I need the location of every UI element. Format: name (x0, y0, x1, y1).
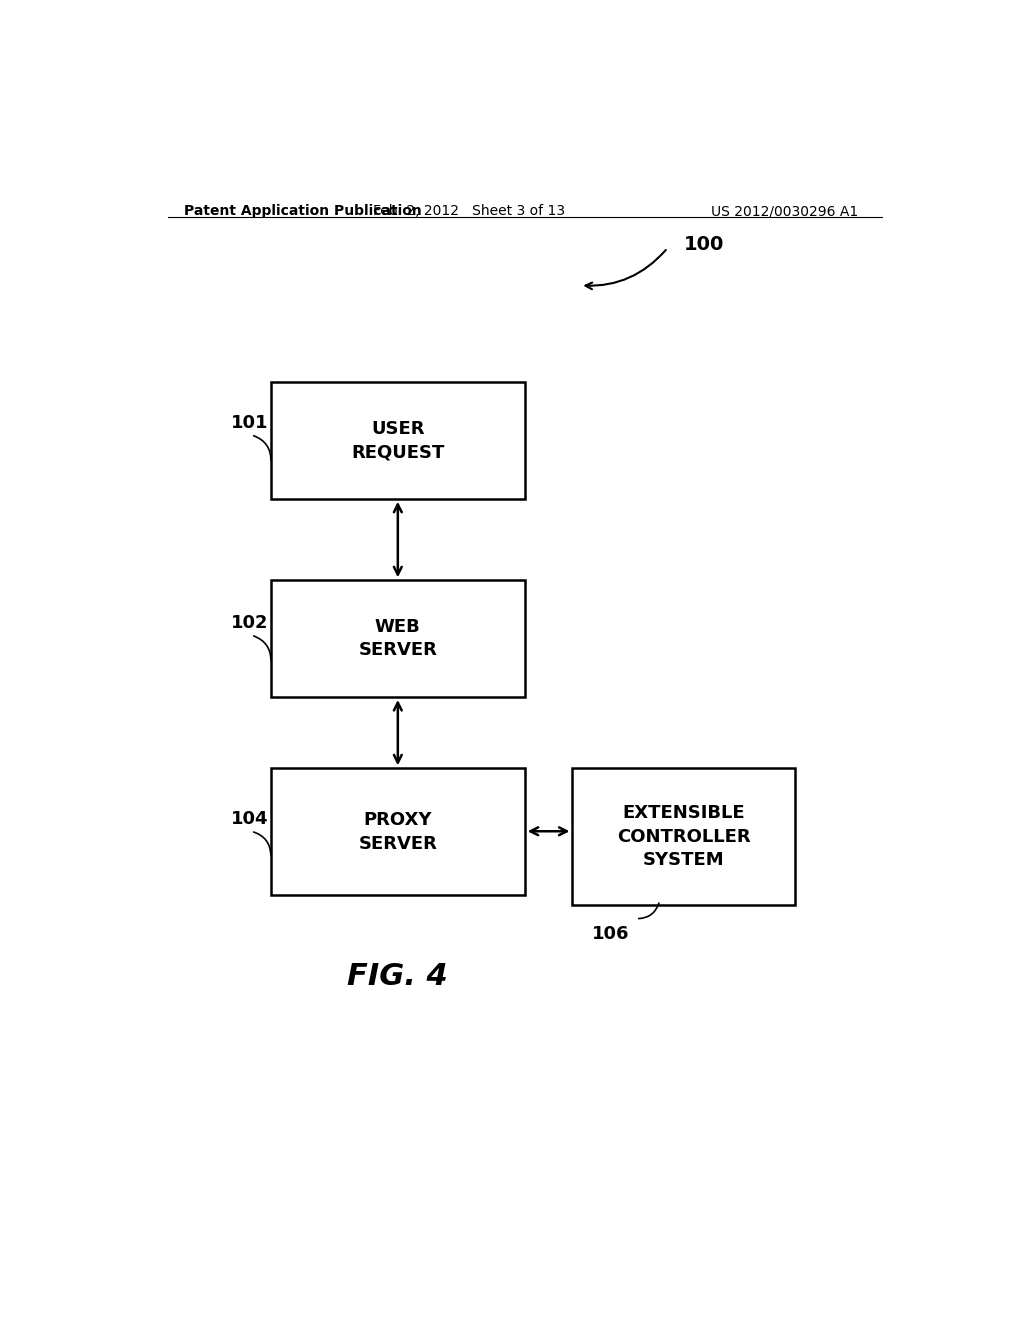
Text: US 2012/0030296 A1: US 2012/0030296 A1 (711, 205, 858, 218)
Text: 104: 104 (231, 810, 268, 828)
Text: WEB
SERVER: WEB SERVER (358, 618, 437, 660)
FancyArrowPatch shape (254, 436, 271, 461)
FancyBboxPatch shape (270, 381, 524, 499)
Text: 101: 101 (231, 413, 268, 432)
Text: USER
REQUEST: USER REQUEST (351, 420, 444, 461)
FancyArrowPatch shape (254, 832, 270, 855)
Text: Feb. 2, 2012   Sheet 3 of 13: Feb. 2, 2012 Sheet 3 of 13 (373, 205, 565, 218)
Text: FIG. 4: FIG. 4 (347, 962, 449, 991)
FancyArrowPatch shape (254, 636, 271, 661)
Text: PROXY
SERVER: PROXY SERVER (358, 810, 437, 853)
FancyArrowPatch shape (639, 903, 659, 919)
Text: EXTENSIBLE
CONTROLLER
SYSTEM: EXTENSIBLE CONTROLLER SYSTEM (616, 804, 751, 870)
Text: 100: 100 (684, 235, 724, 255)
Text: 106: 106 (592, 925, 630, 942)
Text: 102: 102 (231, 614, 268, 632)
FancyBboxPatch shape (270, 768, 524, 895)
FancyBboxPatch shape (270, 581, 524, 697)
Text: Patent Application Publication: Patent Application Publication (183, 205, 421, 218)
FancyBboxPatch shape (572, 768, 795, 906)
